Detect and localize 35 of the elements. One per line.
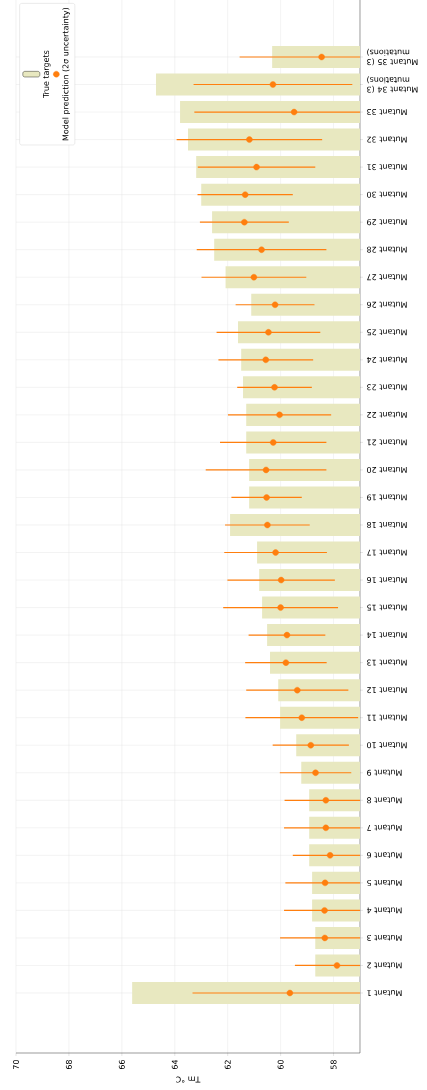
point <box>321 907 328 914</box>
point <box>298 714 305 721</box>
point <box>283 631 291 639</box>
point <box>262 466 270 474</box>
point <box>286 989 294 997</box>
point <box>246 136 253 143</box>
point <box>321 879 329 887</box>
point <box>271 301 279 308</box>
point <box>282 659 290 666</box>
point <box>276 411 283 419</box>
point <box>270 439 277 446</box>
point <box>321 934 328 942</box>
point <box>264 521 271 529</box>
point <box>262 356 269 364</box>
point <box>272 549 279 556</box>
point <box>307 742 314 749</box>
point <box>250 274 258 281</box>
point <box>241 191 249 198</box>
point <box>333 962 341 969</box>
point <box>294 686 301 694</box>
point <box>263 494 270 501</box>
point <box>290 108 298 116</box>
point <box>318 53 325 61</box>
point <box>322 824 330 832</box>
point <box>265 329 272 336</box>
point <box>269 81 277 88</box>
point <box>271 384 278 391</box>
point <box>277 576 285 584</box>
point <box>258 246 265 253</box>
point <box>241 218 248 226</box>
point <box>277 604 284 611</box>
point <box>326 852 334 859</box>
point <box>312 769 319 776</box>
point <box>322 797 330 804</box>
point <box>253 163 260 171</box>
